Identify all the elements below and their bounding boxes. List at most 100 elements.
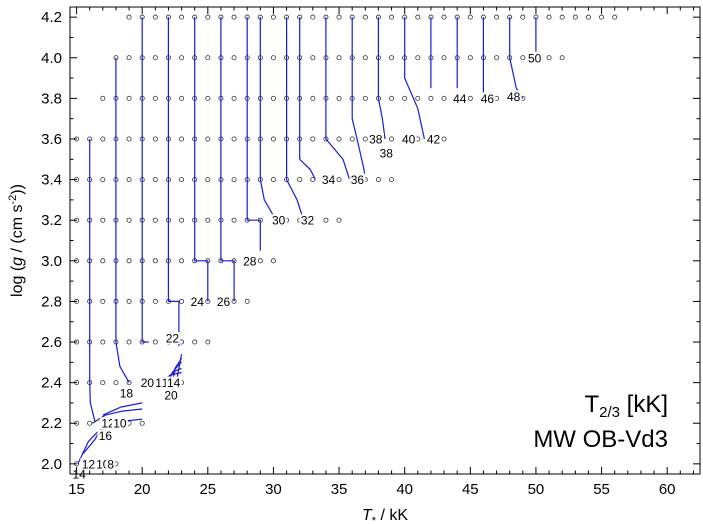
grid-point <box>205 55 211 61</box>
grid-point <box>415 55 421 61</box>
grid-point <box>126 177 132 183</box>
grid-point <box>126 339 132 345</box>
grid-point <box>100 95 106 101</box>
grid-point <box>152 95 158 101</box>
grid-point <box>152 136 158 142</box>
grid-point <box>494 14 500 20</box>
grid-point <box>559 14 565 20</box>
grid-point <box>231 177 237 183</box>
contour-label: 50 <box>528 51 542 65</box>
grid-point <box>139 420 145 426</box>
grid-point <box>179 217 185 223</box>
contour-label-bg <box>189 295 206 308</box>
grid-point <box>546 14 552 20</box>
x-tick-label: 35 <box>331 481 348 498</box>
contour-label: 30 <box>272 214 286 228</box>
grid-point <box>389 55 395 61</box>
grid-point <box>336 14 342 20</box>
contour-label: 20 <box>141 376 155 390</box>
x-tick-label: 50 <box>528 481 545 498</box>
contour-line <box>351 17 366 180</box>
y-tick-label: 2.6 <box>41 334 62 351</box>
y-tick-label: 3.0 <box>41 253 62 270</box>
grid-point <box>113 380 119 386</box>
contour-label: 24 <box>191 295 205 309</box>
grid-point <box>152 217 158 223</box>
grid-point <box>323 217 329 223</box>
grid-point <box>441 14 447 20</box>
y-tick-label: 3.4 <box>41 172 62 189</box>
contour-label: 40 <box>402 132 416 146</box>
x-tick-label: 40 <box>396 481 413 498</box>
contour-line <box>167 17 180 347</box>
contour-line <box>89 139 96 422</box>
x-axis-label: T* / kK <box>362 507 408 524</box>
grid-point <box>572 14 578 20</box>
grid-point <box>152 14 158 20</box>
grid-point <box>152 258 158 264</box>
grid-point <box>336 55 342 61</box>
grid-point <box>205 95 211 101</box>
grid-point <box>179 14 185 20</box>
contour-label-bg <box>479 92 496 105</box>
grid-point <box>585 14 591 20</box>
contour-label: 26 <box>217 295 231 309</box>
grid-point <box>179 55 185 61</box>
grid-point <box>231 95 237 101</box>
grid-point <box>205 217 211 223</box>
grid-point <box>270 14 276 20</box>
grid-point <box>494 55 500 61</box>
contour-label: 22 <box>166 331 180 345</box>
grid-point <box>270 136 276 142</box>
grid-point <box>152 298 158 304</box>
contour-label-bg <box>106 457 116 470</box>
contour-line <box>91 408 143 424</box>
contour-line <box>194 17 209 302</box>
grid-point <box>599 14 605 20</box>
contour-label: 34 <box>322 173 336 187</box>
grid-point <box>389 14 395 20</box>
contour-line <box>299 17 316 180</box>
y-tick-label: 2.0 <box>41 456 62 473</box>
grid-point <box>152 177 158 183</box>
contour-label-bg <box>163 388 180 401</box>
grid-point <box>100 298 106 304</box>
contour-label: 44 <box>453 92 467 106</box>
contour-label-bg <box>118 386 135 399</box>
grid-point <box>336 136 342 142</box>
grid-point <box>362 136 368 142</box>
contour-line <box>220 17 235 302</box>
contour-label-bg <box>451 92 468 105</box>
grid-point <box>362 55 368 61</box>
x-tick-label: 55 <box>593 481 610 498</box>
grid-point <box>467 55 473 61</box>
grid-point <box>100 258 106 264</box>
contour-label-bg <box>164 331 181 344</box>
grid-point <box>152 339 158 345</box>
contour-label-bg <box>139 376 156 389</box>
grid-point <box>126 55 132 61</box>
contour-line <box>325 17 351 180</box>
inset-title-line-2: MW OB-Vd3 <box>533 426 668 453</box>
contour-label-bg <box>505 90 522 103</box>
grid-point <box>310 14 316 20</box>
grid-point <box>428 95 434 101</box>
grid-point <box>310 136 316 142</box>
grid-point <box>441 136 447 142</box>
grid-point <box>257 258 263 264</box>
x-axis-ticks: 15 20 25 30 35 40 45 50 55 60 <box>68 7 694 498</box>
y-axis-ticks: 2.0 2.2 2.4 2.6 2.8 3.0 3.2 3.4 3.6 3.8 4.0 4.2 <box>41 9 700 473</box>
grid-point <box>415 95 421 101</box>
contour-label: 18 <box>120 386 134 400</box>
contour-label-bg <box>425 132 442 145</box>
y-tick-label: 4.0 <box>41 50 62 67</box>
contour-label: 12 <box>82 457 96 471</box>
grid-point <box>310 55 316 61</box>
contour-label-bg <box>526 51 543 64</box>
grid-point <box>231 217 237 223</box>
grid-point <box>389 136 395 142</box>
contour-label: 8 <box>107 457 114 471</box>
grid-point <box>467 95 473 101</box>
grid-point <box>270 55 276 61</box>
